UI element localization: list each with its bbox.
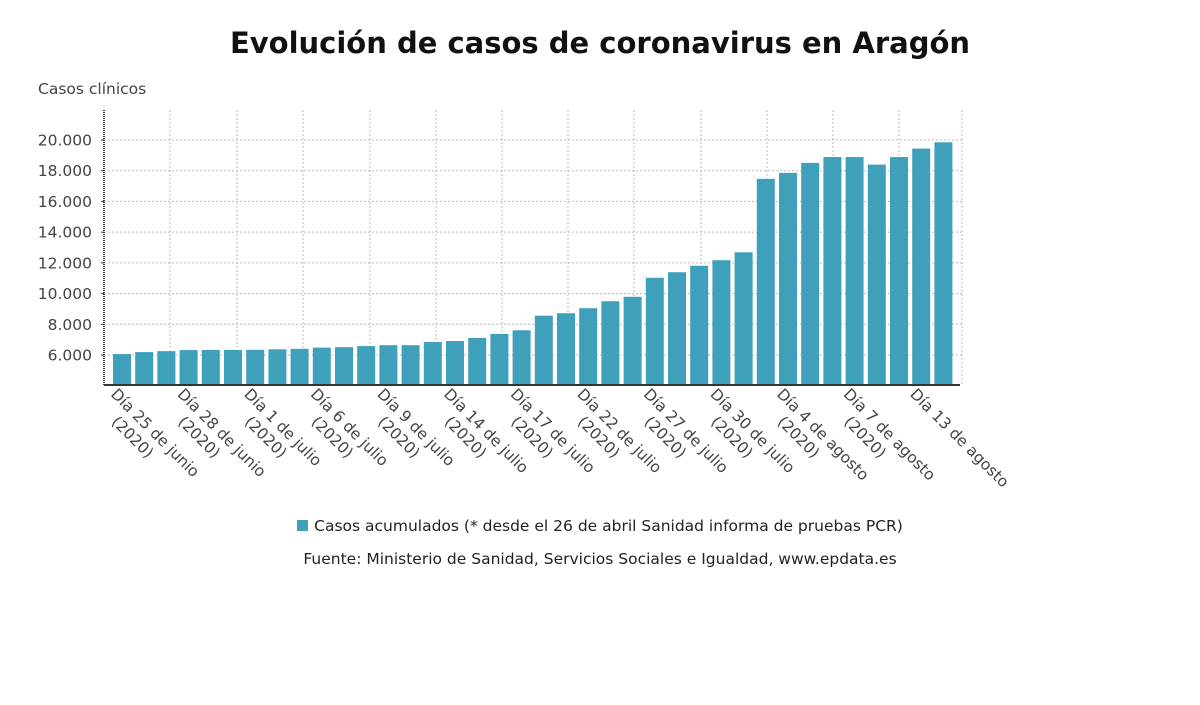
x-tick-label-line2: (2020) bbox=[641, 413, 690, 462]
bar bbox=[113, 354, 131, 385]
bar bbox=[912, 148, 931, 385]
bar bbox=[690, 265, 709, 385]
x-tick-label-line2: (2020) bbox=[241, 413, 290, 462]
bar bbox=[779, 172, 797, 385]
x-tick-label-line2: (2020) bbox=[574, 413, 623, 462]
x-tick-label-line2: (2020) bbox=[108, 413, 157, 462]
x-tick-label-line1: Día 7 de agosto bbox=[840, 385, 939, 484]
bar bbox=[734, 252, 753, 385]
x-tick-label: Día 25 de junio(2020) bbox=[107, 385, 203, 481]
bars bbox=[113, 142, 953, 385]
x-tick-labels: Día 25 de junio(2020) Día 28 de junio(202… bbox=[107, 385, 1012, 491]
bar bbox=[335, 347, 353, 385]
bar bbox=[557, 313, 575, 385]
chart-clip-area: 6.000 8.000 10.000 12.000 14.000 16.000 18.000… bbox=[38, 110, 1012, 491]
x-tick-label-line1: Día 6 de julio bbox=[307, 385, 392, 470]
x-tick-label: Día 9 de julio(2020) bbox=[374, 385, 459, 470]
y-tick-label: 10.000 bbox=[38, 285, 92, 303]
x-tick-label: Día 14 de julio(2020) bbox=[440, 385, 532, 477]
x-tick-label: Día 7 de agosto(2020) bbox=[840, 385, 939, 484]
bar bbox=[712, 260, 731, 385]
x-tick-label-line2: (2020) bbox=[374, 413, 423, 462]
bar bbox=[623, 296, 642, 385]
y-tick-label: 6.000 bbox=[48, 347, 92, 365]
bar bbox=[534, 315, 553, 385]
legend-swatch bbox=[297, 520, 309, 531]
x-tick-label-line1: Día 14 de julio bbox=[440, 385, 532, 477]
y-tick-label: 14.000 bbox=[38, 224, 92, 242]
bar bbox=[845, 157, 864, 385]
y-tick-labels: 6.000 8.000 10.000 12.000 14.000 16.000 18.000… bbox=[38, 132, 104, 365]
bar bbox=[823, 157, 842, 385]
x-tick-label-line2: (2020) bbox=[507, 413, 556, 462]
bar bbox=[468, 337, 487, 385]
x-tick-label: Día 13 de agosto bbox=[906, 385, 1012, 491]
bar bbox=[645, 277, 664, 385]
x-tick-label-line2: (2020) bbox=[308, 413, 357, 462]
bar bbox=[756, 178, 775, 385]
bar bbox=[890, 157, 908, 385]
x-tick-label-line2: (2020) bbox=[774, 413, 823, 462]
bar bbox=[668, 272, 686, 385]
bar bbox=[135, 352, 154, 385]
x-tick-label-line1: Día 9 de julio bbox=[374, 385, 459, 470]
bar bbox=[290, 348, 309, 385]
x-tick-label: Día 6 de julio(2020) bbox=[307, 385, 392, 470]
y-tick-label: 20.000 bbox=[38, 132, 92, 150]
bar bbox=[867, 164, 886, 385]
bar bbox=[401, 345, 420, 385]
y-tick-label: 16.000 bbox=[38, 193, 92, 211]
bar bbox=[201, 349, 220, 385]
bar bbox=[246, 349, 265, 385]
bar bbox=[934, 142, 953, 385]
legend-label: Casos acumulados (* desde el 26 de abril… bbox=[314, 517, 903, 535]
x-tick-label-line2: (2020) bbox=[707, 413, 756, 462]
x-tick-label-line1: Día 13 de agosto bbox=[906, 385, 1012, 491]
x-tick-label: Día 27 de julio(2020) bbox=[640, 385, 732, 477]
legend: Casos acumulados (* desde el 26 de abril… bbox=[0, 517, 1200, 535]
grid-lines bbox=[104, 110, 963, 385]
bar bbox=[423, 341, 442, 385]
bar bbox=[224, 349, 242, 385]
chart-title: Evolución de casos de coronavirus en Ara… bbox=[229, 26, 971, 60]
axes bbox=[103, 110, 960, 386]
x-tick-label: Día 1 de julio(2020) bbox=[240, 385, 325, 470]
y-tick-label: 8.000 bbox=[48, 316, 92, 334]
x-tick-label-line2: (2020) bbox=[441, 413, 490, 462]
x-tick-label-line1: Día 28 de junio bbox=[174, 385, 270, 481]
x-tick-label: Día 28 de junio(2020) bbox=[174, 385, 270, 481]
bar bbox=[490, 333, 509, 385]
y-tick-label: 12.000 bbox=[38, 254, 92, 272]
bar bbox=[512, 330, 531, 385]
x-tick-label-line2: (2020) bbox=[174, 413, 223, 462]
bar bbox=[379, 345, 398, 385]
x-tick-label-line2: (2020) bbox=[840, 413, 889, 462]
bar bbox=[579, 308, 598, 385]
bar bbox=[446, 341, 464, 385]
source-note: Fuente: Ministerio de Sanidad, Servicios… bbox=[303, 550, 897, 568]
x-tick-label: Día 4 de agosto(2020) bbox=[773, 385, 872, 484]
bar bbox=[801, 162, 820, 385]
x-tick-label: Día 22 de julio(2020) bbox=[573, 385, 665, 477]
bar bbox=[179, 350, 198, 385]
x-tick-label-line1: Día 27 de julio bbox=[640, 385, 732, 477]
x-tick-label-line1: Día 25 de junio bbox=[107, 385, 203, 481]
x-tick-label: Día 30 de julio(2020) bbox=[707, 385, 799, 477]
x-tick-label-line1: Día 4 de agosto bbox=[773, 385, 872, 484]
y-axis-label: Casos clínicos bbox=[38, 80, 147, 98]
bar-chart: 6.000 8.000 10.000 12.000 14.000 16.000 18.000… bbox=[38, 110, 1012, 491]
bar bbox=[268, 349, 287, 385]
x-tick-label-line1: Día 30 de julio bbox=[707, 385, 799, 477]
bar bbox=[312, 347, 331, 385]
x-tick-label-line1: Día 22 de julio bbox=[573, 385, 665, 477]
y-tick-label: 18.000 bbox=[38, 162, 92, 180]
bar bbox=[601, 301, 620, 385]
x-tick-label: Día 17 de julio(2020) bbox=[507, 385, 599, 477]
x-tick-label-line1: Día 1 de julio bbox=[240, 385, 325, 470]
x-tick-label-line1: Día 17 de julio bbox=[507, 385, 599, 477]
bar bbox=[157, 351, 176, 385]
bar bbox=[357, 346, 376, 385]
